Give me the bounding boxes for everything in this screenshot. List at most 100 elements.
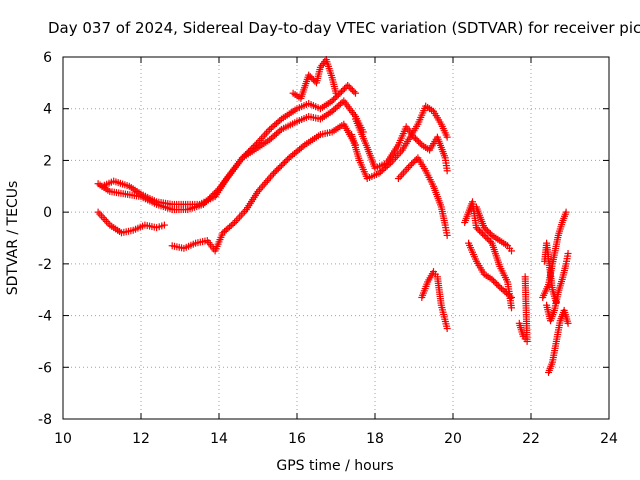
data-point [493,280,501,288]
data-point [399,169,407,177]
data-point [350,88,358,96]
data-point [160,221,168,229]
data-point [521,273,529,281]
data-point [264,127,272,135]
data-point [279,160,287,168]
data-point [396,173,404,181]
data-point [274,118,282,126]
data-point [562,208,570,216]
data-point [486,230,494,238]
x-tick-label: 24 [600,431,618,447]
data-point [270,169,278,177]
data-point [502,289,510,297]
data-point [385,160,393,168]
data-point [377,168,385,176]
data-point [345,83,353,91]
data-point [508,304,515,312]
data-point [482,225,490,233]
data-point [226,223,234,231]
data-point [443,167,451,175]
data-point [328,107,336,115]
data-point [267,134,275,142]
data-point [234,215,242,223]
data-point [483,235,491,243]
data-point [242,151,250,159]
data-point [331,94,339,102]
data-point [262,178,270,186]
data-point [335,101,343,109]
data-point [104,219,112,227]
data-point [276,163,284,171]
data-point [251,141,259,149]
x-tick-labels: 10 12 14 16 18 20 22 24 [54,431,618,447]
data-point [413,136,421,144]
data-point [443,133,451,141]
data-point [328,97,336,105]
data-point [501,288,509,296]
data-point [406,162,414,170]
data-point [412,135,420,143]
data-point [267,124,275,132]
data-point [485,236,493,244]
x-tick-label: 16 [288,431,306,447]
data-point [266,125,274,133]
data-point [339,86,347,94]
data-point [268,171,276,179]
data-point [271,168,279,176]
data-point [333,103,341,111]
data-point [491,278,499,286]
data-point [227,221,235,229]
x-axis-label: GPS time / hours [276,458,393,474]
data-point [102,217,110,225]
x-tick-label: 12 [132,431,150,447]
y-tick-label: -4 [38,309,52,325]
data-point [499,286,507,294]
data-point [415,138,423,146]
x-tick-label: 10 [54,431,72,447]
y-tick-label: -8 [38,412,52,428]
data-point [344,81,352,89]
data-point [332,89,340,97]
y-tick-label: 4 [43,102,52,118]
y-tick-labels: -8 -6 -4 -2 0 2 4 6 [38,50,52,428]
data-point [277,162,285,170]
data-point [259,182,267,190]
data-point [485,228,493,236]
data-point [480,224,488,232]
data-point [224,224,232,232]
x-tick-label: 20 [444,431,462,447]
data-point [383,162,391,170]
data-point [443,231,451,239]
data-point [488,275,496,283]
data-point [257,184,265,192]
data-point [496,283,504,291]
data-point [490,277,498,285]
data-point [305,71,313,79]
data-point [273,166,281,174]
data-point [347,85,355,93]
data-point [237,211,245,219]
data-point [265,175,273,183]
data-point [564,250,572,258]
data-point [508,293,515,301]
y-tick-label: 6 [43,50,52,66]
data-point [276,117,284,125]
data-point [238,154,246,162]
y-tick-label: -2 [38,257,52,273]
x-tick-label: 14 [210,431,228,447]
data-point [96,210,104,218]
data-point [472,224,480,232]
data-point [232,217,240,225]
data-point [378,166,386,174]
data-point [94,208,102,216]
data-point [483,227,491,235]
data-point [408,160,416,168]
data-point [497,285,505,293]
data-point [331,104,339,112]
data-point [269,122,277,130]
data-point [404,163,412,171]
data-point [252,140,260,148]
data-point [282,157,290,165]
data-point [221,227,229,235]
